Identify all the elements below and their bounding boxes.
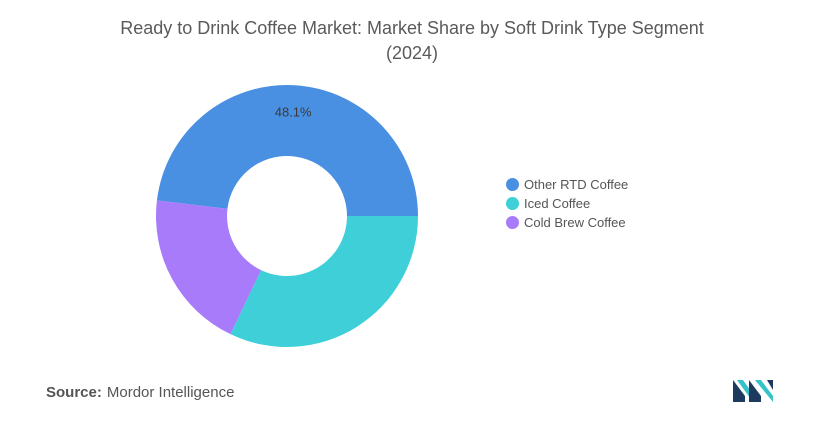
chart-title-line-1: Ready to Drink Coffee Market: Market Sha… — [120, 18, 704, 38]
donut-slice-cold-brew-coffee — [156, 200, 262, 335]
legend-swatch — [506, 197, 519, 210]
legend-item: Iced Coffee — [506, 194, 628, 213]
chart-legend: Other RTD Coffee Iced Coffee Cold Brew Cof… — [506, 175, 628, 232]
legend-item: Cold Brew Coffee — [506, 213, 628, 232]
data-label-0: 48.1% — [275, 105, 312, 120]
chart-title: Ready to Drink Coffee Market: Market Sha… — [0, 16, 824, 66]
legend-swatch — [506, 216, 519, 229]
legend-label: Cold Brew Coffee — [524, 215, 626, 230]
donut-slice-other-rtd-coffee — [156, 84, 418, 216]
legend-label: Other RTD Coffee — [524, 177, 629, 192]
legend-label: Iced Coffee — [524, 196, 591, 211]
legend-swatch — [506, 178, 519, 191]
source-note: Source: Mordor Intelligence — [46, 384, 234, 401]
mordor-intelligence-logo-icon — [733, 380, 773, 402]
source-label: Source: — [46, 384, 102, 401]
legend-item: Other RTD Coffee — [506, 175, 628, 194]
source-value: Mordor Intelligence — [106, 384, 235, 401]
donut-slice-iced-coffee — [230, 216, 418, 347]
chart-title-line-2: (2024) — [385, 43, 439, 63]
